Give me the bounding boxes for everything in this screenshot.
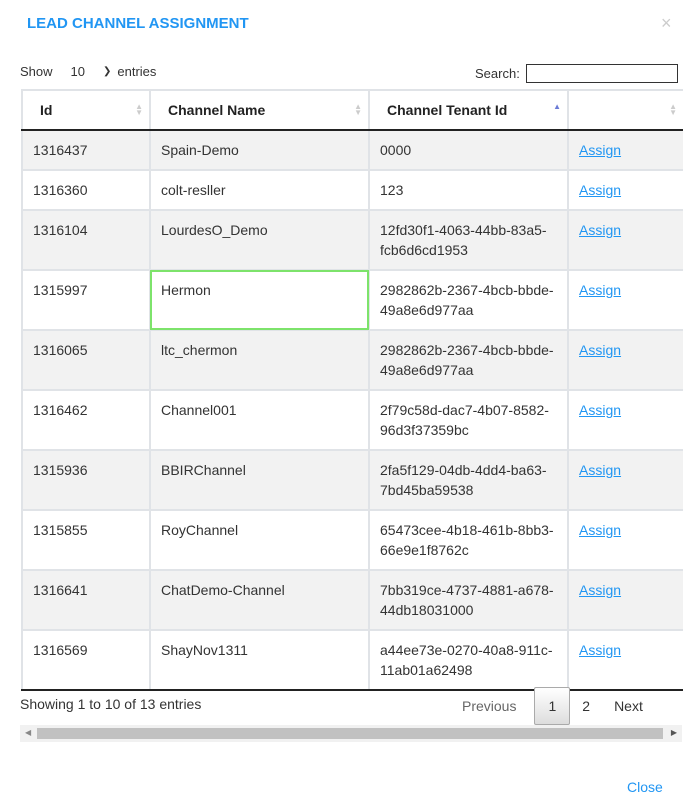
chevron-down-icon: ❯: [103, 66, 112, 77]
previous-button[interactable]: Previous: [462, 698, 517, 714]
column-header-action[interactable]: ▲ ▼: [568, 89, 683, 131]
cell-channel-name: ChatDemo-Channel: [150, 570, 370, 631]
search-control: Search:: [475, 64, 678, 83]
close-button[interactable]: Close: [627, 779, 663, 795]
assign-link[interactable]: Assign: [579, 582, 622, 598]
cell-id: 1316437: [21, 130, 151, 171]
table-row: 1316437 Spain-Demo 0000 Assign: [21, 130, 683, 171]
column-header-channel-tenant-id[interactable]: Channel Tenant Id ▲: [369, 89, 569, 131]
table-row: 1315997 Hermon 2982862b-2367-4bcb-bbde-49a…: [21, 270, 683, 331]
table-info: Showing 1 to 10 of 13 entries: [20, 696, 202, 712]
column-label: Channel Name: [168, 102, 266, 118]
cell-channel-tenant-id: 2f79c58d-dac7-4b07-8582-96d3f37359bc: [369, 390, 569, 451]
cell-id: 1316641: [21, 570, 151, 631]
next-button[interactable]: Next: [614, 698, 643, 714]
page-2-button[interactable]: 2: [582, 698, 591, 714]
cell-action: Assign: [568, 270, 683, 331]
entries-label: entries: [117, 64, 157, 79]
cell-channel-tenant-id: 7bb319ce-4737-4881-a678-44db18031000: [369, 570, 569, 631]
cell-id: 1316065: [21, 330, 151, 391]
cell-channel-name: colt-resller: [150, 170, 370, 211]
cell-channel-name: Channel001: [150, 390, 370, 451]
entries-select-value: 10: [70, 64, 85, 79]
table-row: 1316641 ChatDemo-Channel 7bb319ce-4737-488…: [21, 570, 683, 631]
sort-both-icon: ▲ ▼: [135, 102, 143, 117]
cell-channel-tenant-id: 65473cee-4b18-461b-8bb3-66e9e1f8762c: [369, 510, 569, 571]
assign-link[interactable]: Assign: [579, 642, 622, 658]
column-header-channel-name[interactable]: Channel Name ▲ ▼: [150, 89, 370, 131]
cell-channel-name: BBIRChannel: [150, 450, 370, 511]
assign-link[interactable]: Assign: [579, 462, 622, 478]
cell-channel-name: Hermon: [150, 270, 370, 331]
assign-link[interactable]: Assign: [579, 142, 622, 158]
entries-select[interactable]: 10 ❯: [71, 64, 112, 79]
table-row: 1316462 Channel001 2f79c58d-dac7-4b07-8582…: [21, 390, 683, 451]
table-header-row: Id ▲ ▼ Channel Name ▲ ▼ Channel Tenant Id ▲ ▲…: [21, 89, 683, 131]
cell-channel-tenant-id: 2fa5f129-04db-4dd4-ba63-7bd45ba59538: [369, 450, 569, 511]
scrollbar-thumb[interactable]: [37, 728, 663, 739]
cell-action: Assign: [568, 170, 683, 211]
search-label: Search:: [475, 66, 520, 81]
horizontal-scrollbar[interactable]: ◀ ▶: [20, 725, 682, 742]
column-header-id[interactable]: Id ▲ ▼: [21, 89, 151, 131]
cell-id: 1315997: [21, 270, 151, 331]
cell-action: Assign: [568, 510, 683, 571]
assign-link[interactable]: Assign: [579, 402, 622, 418]
column-label: Channel Tenant Id: [387, 102, 508, 118]
sort-ascending-icon: ▲: [553, 102, 561, 111]
cell-channel-name: ShayNov1311: [150, 630, 370, 691]
cell-id: 1315855: [21, 510, 151, 571]
cell-action: Assign: [568, 630, 683, 691]
cell-action: Assign: [568, 330, 683, 391]
cell-channel-name: Spain-Demo: [150, 130, 370, 171]
table-row: 1316360 colt-resller 123 Assign: [21, 170, 683, 211]
pagination: Previous 1 2 Next: [450, 687, 655, 725]
sort-both-icon: ▲ ▼: [669, 102, 677, 117]
column-label: Id: [40, 102, 53, 118]
assign-link[interactable]: Assign: [579, 342, 622, 358]
table-row: 1315855 RoyChannel 65473cee-4b18-461b-8bb3…: [21, 510, 683, 571]
scroll-right-icon[interactable]: ▶: [670, 728, 677, 737]
assign-link[interactable]: Assign: [579, 282, 622, 298]
search-input[interactable]: [525, 64, 678, 83]
modal-title: LEAD CHANNEL ASSIGNMENT: [27, 15, 249, 32]
table-row: 1316065 ltc_chermon 2982862b-2367-4bcb-bbd…: [21, 330, 683, 391]
cell-channel-name: ltc_chermon: [150, 330, 370, 391]
cell-channel-tenant-id: 12fd30f1-4063-44bb-83a5-fcb6d6cd1953: [369, 210, 569, 271]
cell-channel-tenant-id: 0000: [369, 130, 569, 171]
cell-id: 1316569: [21, 630, 151, 691]
channels-table: Id ▲ ▼ Channel Name ▲ ▼ Channel Tenant Id ▲ ▲…: [21, 89, 683, 691]
cell-id: 1316360: [21, 170, 151, 211]
show-label: Show: [20, 64, 53, 79]
cell-channel-name: LourdesO_Demo: [150, 210, 370, 271]
cell-id: 1316104: [21, 210, 151, 271]
cell-channel-tenant-id: a44ee73e-0270-40a8-911c-11ab01a62498: [369, 630, 569, 691]
assign-link[interactable]: Assign: [579, 222, 622, 238]
page-1-button[interactable]: 1: [534, 687, 571, 725]
cell-action: Assign: [568, 390, 683, 451]
cell-channel-tenant-id: 123: [369, 170, 569, 211]
assign-link[interactable]: Assign: [579, 522, 622, 538]
cell-id: 1316462: [21, 390, 151, 451]
entries-length-control: Show 10 ❯ entries: [20, 64, 156, 79]
cell-id: 1315936: [21, 450, 151, 511]
close-icon[interactable]: ×: [661, 13, 672, 33]
cell-channel-tenant-id: 2982862b-2367-4bcb-bbde-49a8e6d977aa: [369, 270, 569, 331]
cell-channel-name: RoyChannel: [150, 510, 370, 571]
sort-both-icon: ▲ ▼: [354, 102, 362, 117]
cell-action: Assign: [568, 210, 683, 271]
cell-action: Assign: [568, 130, 683, 171]
cell-action: Assign: [568, 570, 683, 631]
table-row: 1316569 ShayNov1311 a44ee73e-0270-40a8-911…: [21, 630, 683, 691]
assign-link[interactable]: Assign: [579, 182, 622, 198]
cell-action: Assign: [568, 450, 683, 511]
cell-channel-tenant-id: 2982862b-2367-4bcb-bbde-49a8e6d977aa: [369, 330, 569, 391]
scroll-left-icon[interactable]: ◀: [25, 728, 32, 737]
table-row: 1315936 BBIRChannel 2fa5f129-04db-4dd4-ba6…: [21, 450, 683, 511]
table-row: 1316104 LourdesO_Demo 12fd30f1-4063-44bb-8…: [21, 210, 683, 271]
